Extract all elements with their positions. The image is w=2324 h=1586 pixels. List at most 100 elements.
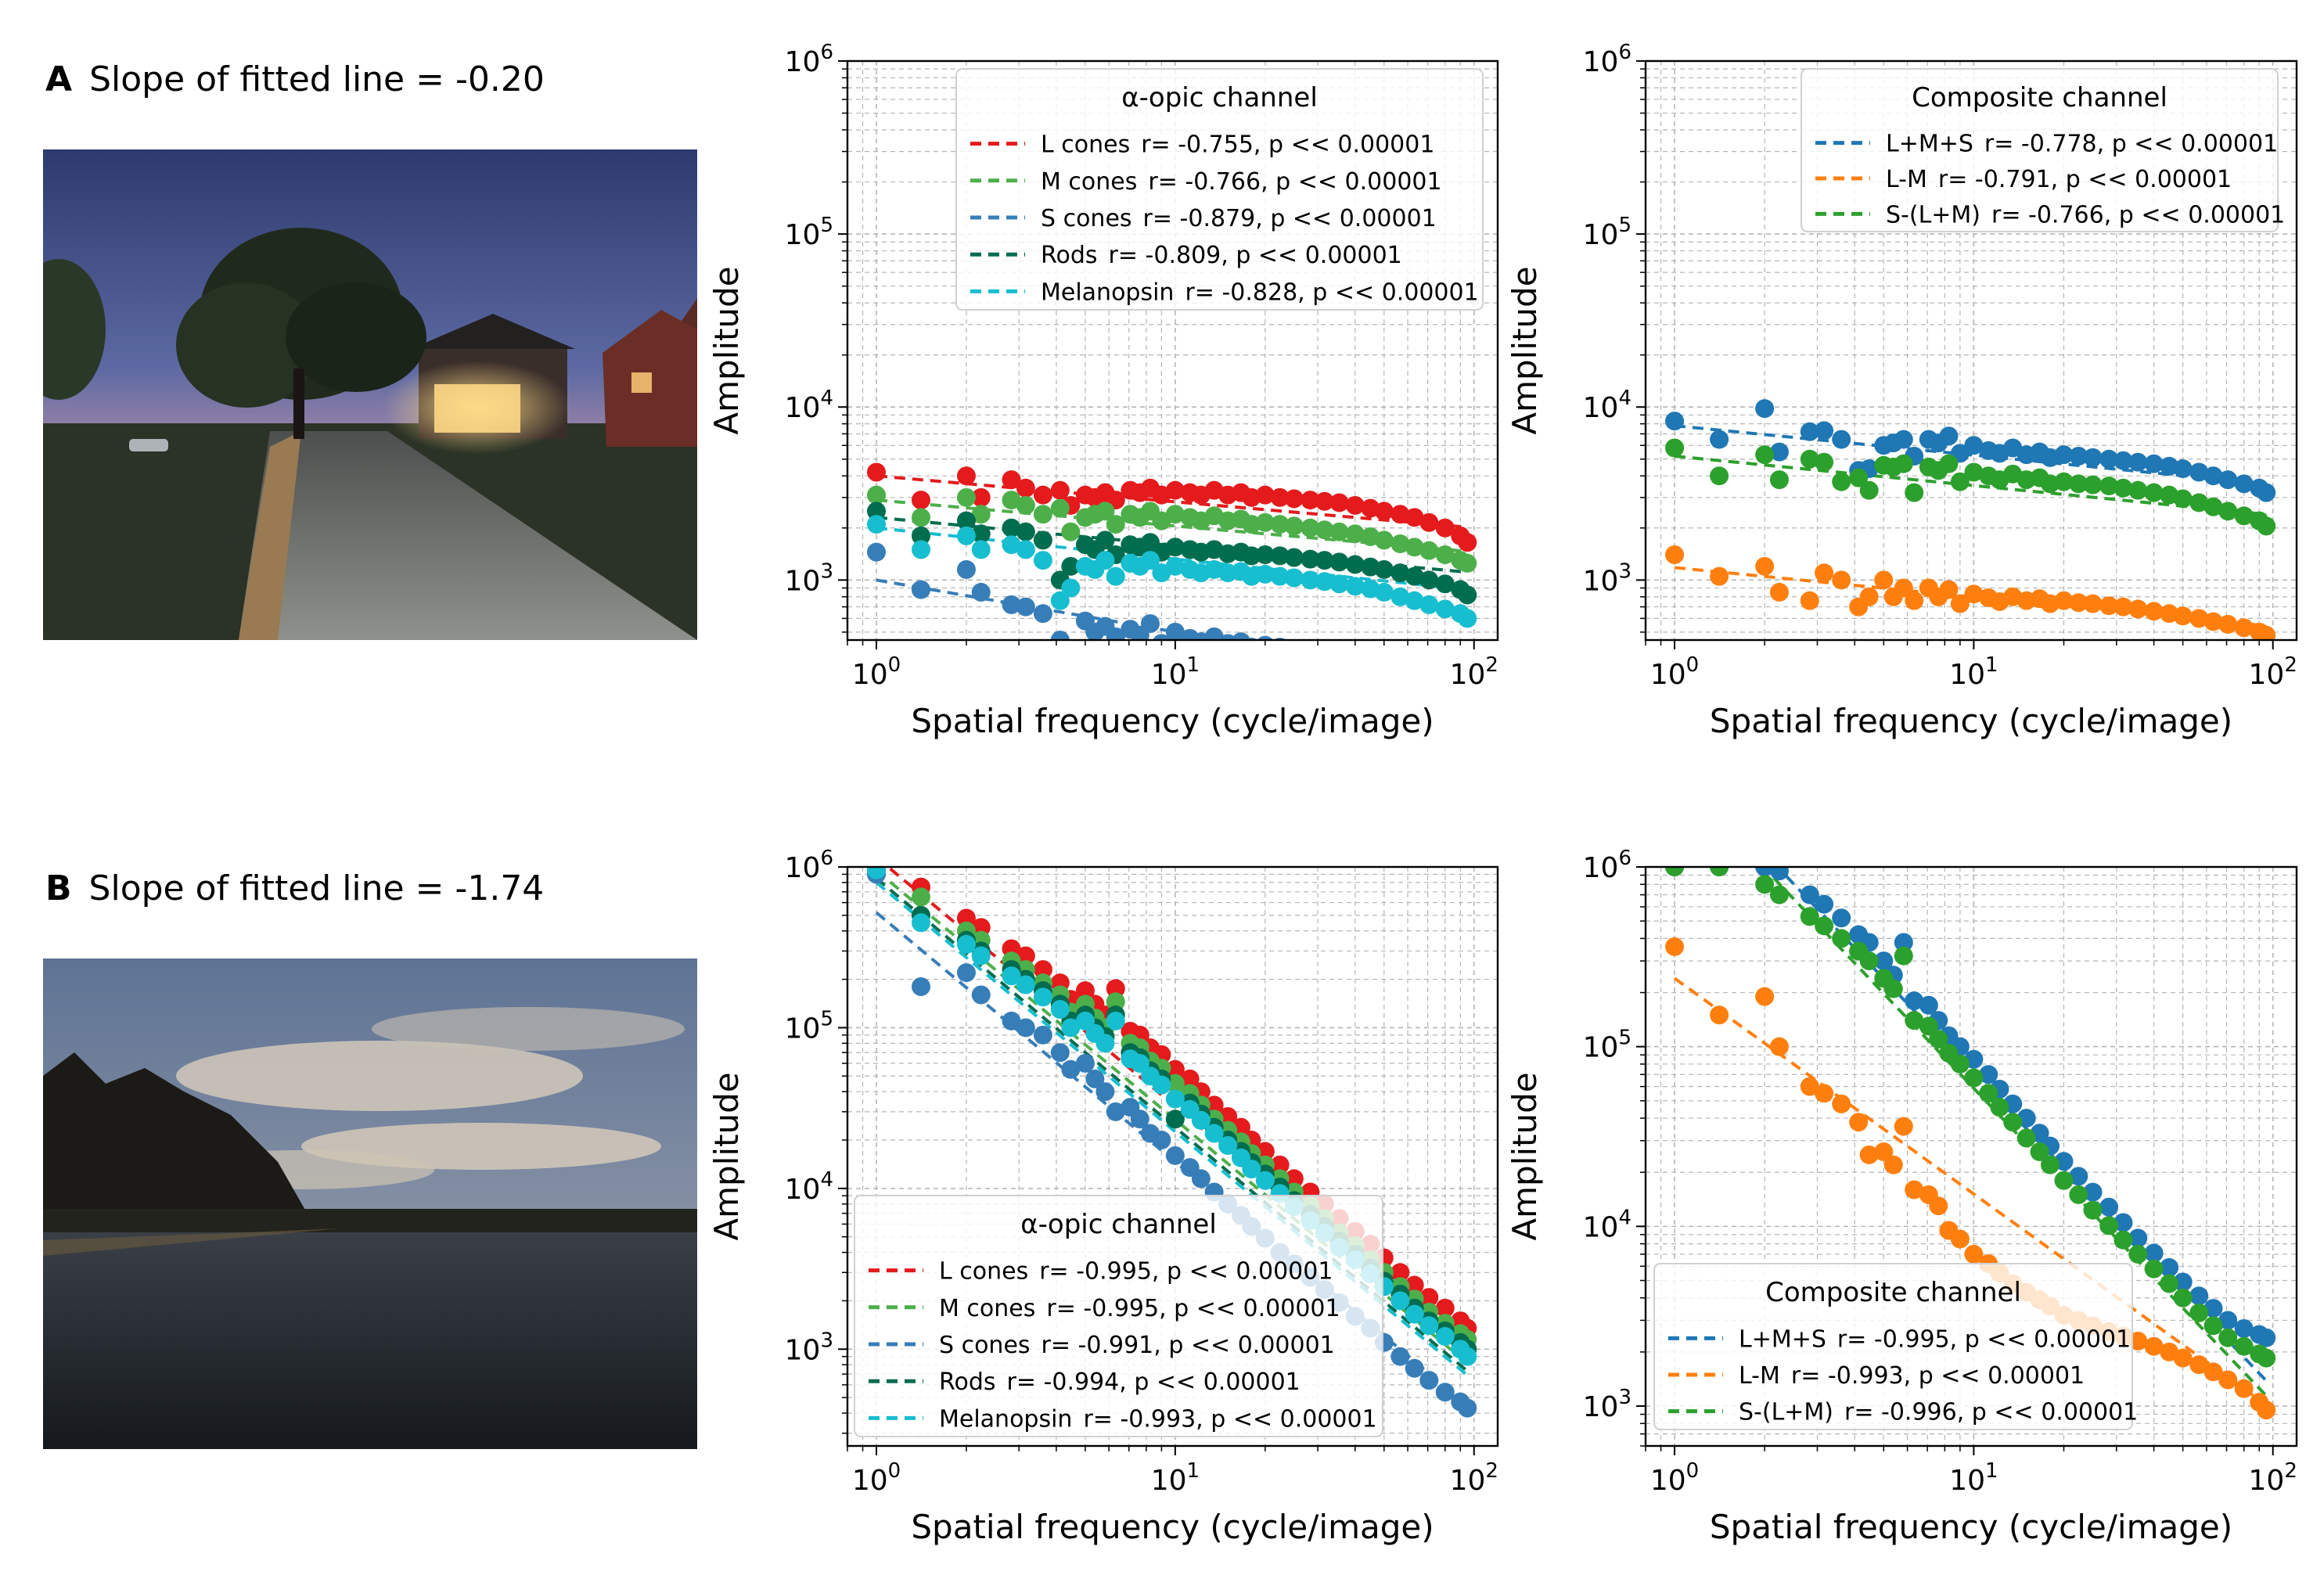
data-point [2128, 480, 2148, 500]
fit-line-l-m [1673, 976, 2268, 1407]
data-point [1002, 939, 1021, 958]
data-point [1815, 563, 1834, 583]
series-s-cones [867, 867, 1477, 1418]
data-point [1374, 582, 1394, 602]
data-point [1180, 1093, 1200, 1113]
data-point [1458, 1318, 1477, 1338]
data-point [1755, 445, 1775, 465]
legend-title: α-opic channel [1020, 1209, 1217, 1240]
data-point [1231, 1148, 1250, 1167]
data-point [2144, 454, 2164, 473]
grid [847, 60, 1498, 640]
data-point [1405, 1275, 1424, 1295]
data-point [1905, 1180, 1924, 1199]
series-s-l-m- [1665, 438, 2276, 536]
series-melanopsin [867, 515, 1477, 628]
legend-series-name: L cones [1041, 131, 1130, 159]
data-point [1315, 1223, 1334, 1243]
x-tick-label: 101 [1151, 653, 1200, 691]
data-point [1458, 676, 1477, 695]
data-point [1085, 540, 1105, 559]
legend-entry: Rods r= -0.809, p << 0.00001 [970, 242, 1402, 269]
data-point [2173, 1272, 2193, 1292]
legend-label: S cones r= -0.879, p << 0.00001 [1041, 205, 1437, 232]
data-point [1361, 649, 1380, 668]
legend-entry: S-(L+M) r= -0.766, p << 0.00001 [1815, 201, 2285, 228]
data-point [1218, 563, 1238, 583]
data-point [1419, 595, 1439, 614]
data-point [2160, 1274, 2179, 1293]
data-point [1016, 969, 1035, 989]
data-point [1859, 587, 1879, 606]
y-tick-label: 103 [785, 1329, 833, 1366]
data-point [1165, 505, 1185, 524]
data-point [1405, 538, 1424, 557]
data-point [971, 487, 991, 507]
data-point [1405, 1304, 1424, 1324]
data-point [1361, 498, 1380, 518]
data-point [1033, 485, 1052, 505]
data-point [1849, 925, 1869, 944]
data-point [1329, 1232, 1349, 1251]
data-point [1130, 556, 1149, 576]
data-point [2040, 1136, 2060, 1156]
data-point [1191, 485, 1211, 505]
legend-series-name: L+M+S [1739, 1325, 1826, 1353]
fit-line-l-m-s [1674, 424, 2267, 486]
legend-series-name: S cones [939, 1332, 1031, 1359]
data-point [1016, 1018, 1035, 1038]
data-point [2083, 1182, 2103, 1202]
x-tick-label: 101 [1949, 653, 1998, 691]
data-point [1451, 1332, 1470, 1352]
data-point [1815, 1084, 1834, 1103]
data-point [1016, 495, 1035, 515]
data-point [1375, 653, 1394, 671]
data-point [1374, 530, 1394, 550]
data-point [1095, 483, 1115, 502]
data-point [911, 540, 930, 559]
data-point [1095, 551, 1115, 570]
legend-label: S-(L+M) r= -0.996, p << 0.00001 [1739, 1399, 2138, 1426]
data-point [2099, 1197, 2119, 1217]
data-point [1061, 578, 1081, 598]
data-point [1152, 1131, 1171, 1150]
legend-title: Composite channel [1912, 82, 2168, 113]
series-l-m-s [1665, 867, 2276, 1347]
data-point [1204, 506, 1224, 526]
data-point [1140, 533, 1160, 552]
data-point [1095, 502, 1115, 521]
data-point [1075, 556, 1095, 576]
legend-label: L-M r= -0.993, p << 0.00001 [1739, 1362, 2085, 1390]
data-point [2030, 1142, 2049, 1162]
data-point [971, 941, 991, 961]
data-point [1329, 522, 1349, 541]
data-point [1218, 634, 1237, 640]
data-point [1345, 495, 1365, 515]
data-point [1345, 524, 1365, 544]
data-point [2218, 614, 2238, 634]
data-point [867, 867, 887, 876]
data-point [1218, 1135, 1238, 1155]
legend-series-name: Melanopsin [1041, 279, 1174, 306]
y-tick-label: 104 [785, 387, 833, 424]
data-point [1374, 559, 1394, 579]
data-point [1130, 538, 1149, 557]
data-point [1231, 1132, 1250, 1152]
data-point [1061, 990, 1081, 1009]
data-point [2040, 594, 2060, 613]
y-tick-label: 103 [785, 559, 833, 597]
y-tick-label: 105 [785, 1007, 833, 1045]
data-point [1990, 592, 2009, 611]
data-point [867, 867, 887, 879]
data-point [2257, 516, 2276, 536]
data-point [1165, 538, 1185, 557]
legend-series-name: Melanopsin [939, 1405, 1072, 1433]
data-point [1242, 546, 1261, 566]
data-point [1419, 1316, 1439, 1336]
data-point [2069, 447, 2088, 466]
data-point [1665, 412, 1685, 431]
data-point [1106, 1011, 1125, 1030]
data-point [1419, 1371, 1439, 1390]
series-melanopsin [867, 867, 1477, 1366]
fit-line-rods [875, 876, 1469, 1372]
